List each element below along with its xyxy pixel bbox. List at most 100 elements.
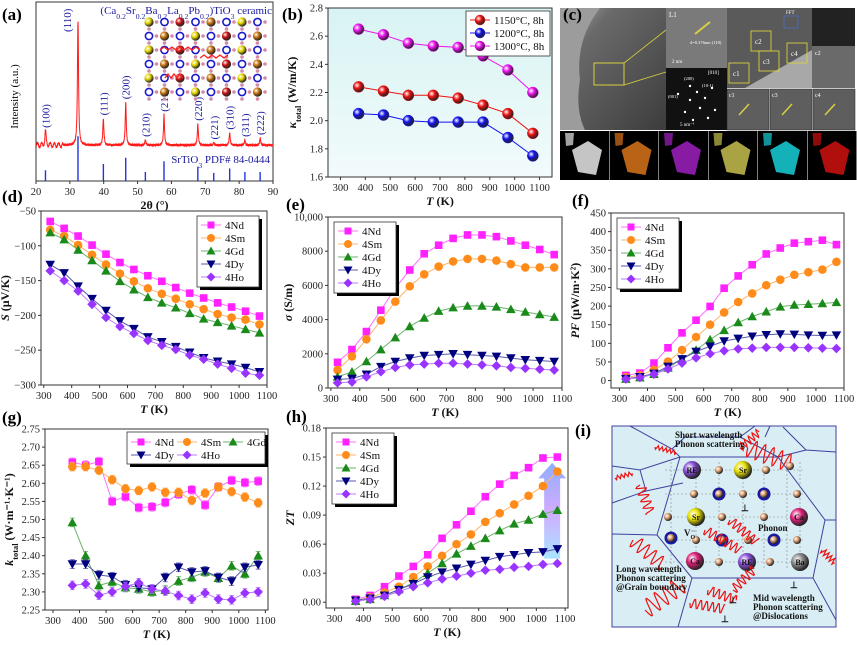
reference-card-label-part: SrTiO [171, 154, 198, 166]
marker-diamond [523, 561, 534, 572]
panel-b-xtick-label: 600 [407, 183, 423, 194]
marker-triangle-up [67, 517, 78, 527]
phonon-wave [703, 527, 743, 554]
marker-circle [115, 269, 125, 278]
oxygen-atom [240, 27, 244, 31]
oxygen-atom [255, 41, 260, 45]
marker-triangle-up [341, 463, 351, 472]
marker-diamond [677, 358, 687, 368]
marker-circle [437, 551, 447, 561]
marker-square [535, 245, 544, 254]
marker-triangle-down [136, 451, 146, 460]
legend-label: 4Nd [225, 220, 244, 232]
oxygen-atom [154, 76, 159, 80]
oxygen-atom [147, 69, 151, 73]
marker-triangle-up [184, 308, 195, 318]
atom-label: Ca [794, 513, 804, 522]
phonon-wave [739, 428, 760, 452]
panel-f-ytick-label: 200 [590, 302, 606, 313]
marker-triangle-down [477, 351, 487, 361]
marker-triangle-down [451, 564, 462, 574]
cation-atom [206, 17, 216, 27]
panel-d-ytick-label: −100 [14, 241, 36, 252]
oxygen-atom [255, 97, 260, 101]
oxygen-atom [216, 90, 221, 94]
marker-triangle-down [549, 357, 559, 367]
marker-triangle-down [187, 568, 197, 577]
oxygen-atom [255, 83, 260, 87]
oxygen-atom [240, 41, 244, 45]
panel-f-ytick-label: 0 [601, 376, 606, 387]
marker-diamond [212, 359, 223, 369]
marker-triangle-down [240, 563, 250, 573]
legend-label: 4Sm [645, 235, 666, 247]
panel-a-xtick-label: 70 [200, 187, 211, 198]
marker-sphere [502, 131, 514, 144]
marker-triangle-up [448, 302, 458, 312]
fringe-marker [824, 103, 836, 116]
marker-square [706, 302, 714, 311]
marker-square [207, 221, 215, 229]
marker-circle [213, 309, 222, 319]
marker-diamond [761, 342, 772, 353]
oxygen-atom [232, 34, 236, 38]
marker-diamond [115, 321, 125, 332]
panel-g-xtick-label: 500 [98, 616, 114, 627]
marker-triangle-down [206, 260, 216, 269]
oxygen-atom [193, 97, 198, 101]
marker-diamond [73, 286, 83, 296]
marker-diamond [365, 594, 375, 605]
marker-sphere [352, 81, 365, 93]
xrd-title-part: La [167, 5, 179, 17]
marker-circle [761, 280, 771, 290]
marker-triangle-down [817, 331, 828, 341]
marker-sphere [477, 116, 489, 128]
panel-f-xtick-label: 500 [668, 394, 684, 405]
marker-circle [391, 297, 400, 306]
atom-ca [686, 552, 704, 570]
marker-triangle-down [67, 560, 78, 569]
marker-circle [174, 488, 183, 497]
panel-g-ytick-label: 2.75 [22, 425, 40, 436]
panel-b-ytick-label: 2.8 [310, 4, 323, 15]
marker-sphere [502, 107, 514, 120]
marker-square [333, 358, 342, 367]
marker-circle [553, 467, 562, 476]
c2-image-label: c2 [815, 51, 821, 57]
marker-square [188, 486, 196, 494]
marker-triangle-up [491, 301, 502, 311]
oxygen-atom [224, 83, 229, 87]
marker-triangle-up [549, 312, 559, 321]
marker-circle [347, 352, 357, 361]
marker-square [380, 582, 389, 591]
oxygen-atom [170, 62, 174, 66]
marker-sphere [377, 85, 390, 97]
xrd-title: (Ca0.2Sr0.2Ba0.2La0.2Pb0.2)TiO3 ceramic [100, 5, 272, 21]
panel-d-y-axis-label-part: (μV/K) [0, 275, 12, 314]
oxygen-atom [185, 76, 190, 80]
hrtem-c3-label: c3 [772, 93, 778, 99]
marker-circle [419, 269, 429, 279]
oxygen-atom [147, 41, 151, 45]
marker-diamond [254, 370, 265, 381]
marker-triangle-up [705, 334, 715, 344]
panel-d-xtick-label: 900 [203, 391, 219, 402]
phonon-wave [635, 484, 655, 516]
reference-card-label-part: 3 [198, 161, 202, 170]
ti-atom [253, 45, 262, 55]
oxygen-atom [247, 76, 252, 80]
marker-square [664, 343, 672, 352]
marker-triangle-up [761, 306, 772, 316]
marker-circle [818, 265, 827, 274]
marker-square [116, 258, 124, 267]
ti-atom [206, 87, 216, 97]
marker-triangle-down [87, 294, 97, 304]
marker-circle [183, 438, 191, 446]
cation-atom [252, 87, 263, 97]
panel-f-ytick-label: 450 [590, 209, 606, 220]
marker-circle [775, 275, 785, 284]
marker-square [95, 457, 103, 466]
atom-label: Sr [692, 513, 700, 522]
marker-circle [185, 299, 195, 309]
